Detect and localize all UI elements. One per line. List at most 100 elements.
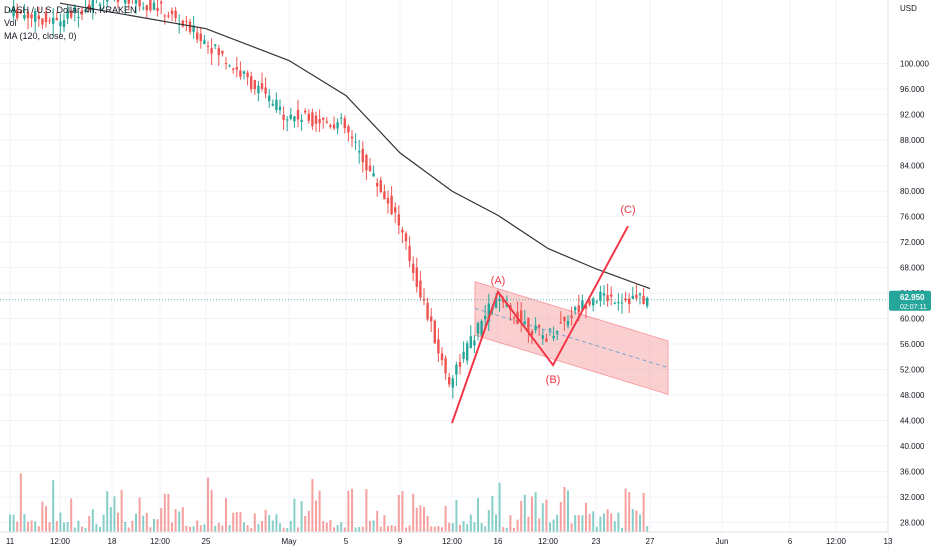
candle-body	[52, 17, 55, 24]
volume-bar	[462, 521, 465, 532]
candle-body	[570, 315, 573, 318]
candle-body	[160, 1, 163, 4]
candle-body	[437, 339, 440, 354]
volume-bar	[318, 490, 321, 532]
volume-bar	[466, 524, 469, 532]
candle-body	[325, 121, 328, 123]
volume-bar	[527, 516, 530, 532]
candlesticks	[8, 0, 649, 399]
price-axis[interactable]: USD 100.000 96.000 92.000 88.000 84.000 80.000…	[887, 0, 932, 550]
volume-bar	[27, 521, 29, 532]
candle-body	[412, 263, 415, 273]
candle-body	[88, 4, 91, 11]
price-tick-label: 88.000	[900, 136, 925, 145]
volume-bar	[30, 520, 33, 532]
candle-body	[73, 6, 76, 12]
candle-body	[156, 7, 159, 11]
volume-bar	[261, 521, 263, 532]
volume-bar	[603, 513, 605, 532]
volume-bar	[120, 489, 123, 532]
price-tick-label: 40.000	[900, 442, 925, 451]
volume-bar	[9, 514, 11, 532]
candle-body	[563, 316, 566, 321]
descending-channel	[474, 281, 669, 395]
volume-bar	[113, 496, 116, 532]
time-axis[interactable]: 11 12:00 18 12:00 25 May 5 9 12:00 16 12:00 23 27 Jun…	[0, 531, 893, 550]
candle-body	[534, 325, 537, 331]
candle-body	[44, 12, 48, 23]
price-tick-label: 36.000	[900, 467, 925, 476]
volume-bar	[81, 526, 83, 532]
volume-bar	[84, 527, 87, 532]
candle-body	[379, 180, 382, 193]
volume-bar	[635, 510, 638, 532]
moving-average-label[interactable]: MA (120, close, 0)	[4, 31, 77, 41]
volume-bar	[408, 525, 411, 532]
volume-bar	[451, 523, 454, 532]
candle-body	[502, 299, 505, 303]
candle-body	[390, 195, 393, 215]
candle-body	[91, 0, 94, 12]
volume-bar	[621, 527, 623, 532]
price-tick-label: 80.000	[900, 187, 925, 196]
candle-body	[138, 0, 141, 7]
volume-bar	[228, 525, 231, 532]
volume-bar	[12, 514, 15, 532]
time-axis-bg	[0, 532, 888, 550]
candle-body	[300, 119, 303, 122]
volume-bar	[329, 519, 332, 532]
price-tick-label: 44.000	[900, 417, 925, 426]
volume-bar	[307, 510, 310, 532]
candle-body	[613, 303, 616, 305]
volume-bar	[585, 502, 587, 532]
volume-bar	[642, 492, 645, 532]
candle-body	[199, 33, 202, 42]
volume-bar	[289, 520, 292, 532]
time-tick-label: 11	[6, 537, 15, 546]
volume-bar	[351, 488, 353, 532]
volume-bar	[498, 482, 501, 532]
price-tick-label: 32.000	[900, 493, 925, 502]
volume-bar	[570, 523, 573, 532]
candle-body	[278, 106, 282, 111]
candle-body	[242, 71, 246, 74]
volume-bar	[185, 525, 188, 532]
candle-body	[347, 126, 350, 133]
candle-body	[174, 10, 177, 19]
candle-body	[638, 293, 642, 296]
time-tick-label: 25	[202, 537, 211, 546]
volume-bar	[502, 527, 505, 532]
candle-body	[224, 62, 228, 64]
volume-bars	[9, 473, 649, 532]
volume-bar	[77, 520, 80, 532]
volume-bar	[19, 473, 22, 532]
volume-bar	[178, 511, 181, 532]
volume-bar	[358, 527, 361, 532]
candle-body	[631, 295, 634, 299]
candle-body	[98, 4, 102, 7]
volume-bar	[430, 526, 433, 532]
time-tick-label: 12:00	[538, 537, 559, 546]
candle-body	[574, 307, 577, 311]
volume-bar	[174, 509, 177, 532]
volume-bar	[415, 507, 418, 532]
volume-bar	[239, 512, 242, 532]
volume-bar	[455, 499, 458, 532]
symbol-title[interactable]: DASH / U.S. Dollar, 4h, KRAKEN	[4, 5, 137, 15]
candle-body	[397, 214, 400, 226]
candle-body	[458, 362, 462, 367]
volume-bar	[63, 522, 65, 532]
candle-body	[584, 305, 588, 309]
volume-bar	[109, 507, 112, 532]
time-tick-label: 27	[646, 537, 655, 546]
candle-body	[372, 173, 375, 177]
candle-body	[16, 9, 19, 19]
candle-body	[37, 15, 40, 20]
volume-bar	[95, 523, 98, 532]
volume-indicator-label[interactable]: Vol	[4, 18, 17, 28]
volume-bar	[167, 493, 170, 532]
candle-body	[304, 110, 307, 113]
time-tick-label: 23	[592, 537, 601, 546]
wave-label-a: (A)	[491, 275, 506, 287]
